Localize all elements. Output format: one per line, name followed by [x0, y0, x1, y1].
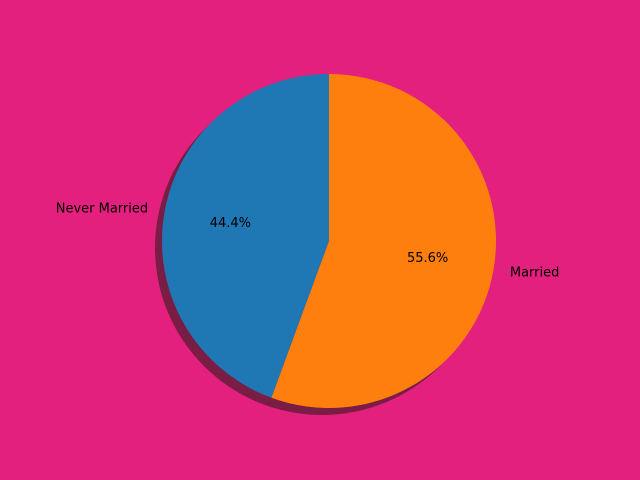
pie-labels: Never Married 44.4% Married 55.6%: [56, 201, 560, 280]
slice-label-never-married: Never Married: [56, 201, 148, 216]
percent-label-married: 55.6%: [407, 251, 448, 266]
pie-slice-married: [271, 74, 497, 409]
percent-label-never-married: 44.4%: [210, 216, 251, 231]
pie-slice-never-married: [162, 74, 329, 398]
slice-label-married: Married: [510, 266, 560, 281]
pie-slices: [162, 74, 497, 409]
